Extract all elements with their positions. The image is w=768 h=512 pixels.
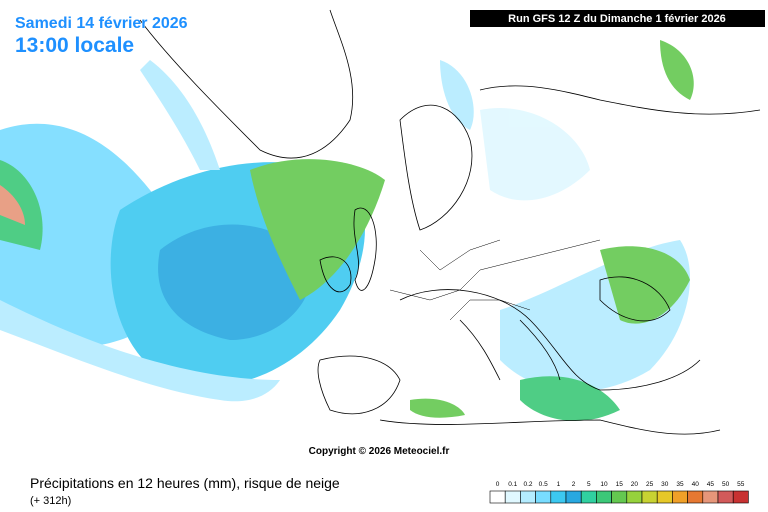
legend-swatch [611, 490, 628, 504]
legend-swatch [504, 490, 521, 504]
legend-swatch [717, 490, 734, 504]
legend-swatch [565, 490, 582, 504]
legend-swatch [641, 490, 658, 504]
legend-swatch [489, 490, 506, 504]
legend-swatch [580, 490, 597, 504]
date: Samedi 14 février 2026 [15, 15, 188, 32]
legend-label: 55 [737, 481, 745, 488]
borders [389, 239, 601, 321]
legend-label: 25 [646, 481, 654, 488]
run-box [470, 10, 765, 27]
legend-label: 20 [631, 481, 639, 488]
legend-label: 0.1 [508, 481, 517, 488]
legend: 0 0.1 0.2 0.5 1 2 5 10 15 20 25 30 35 40 45 50 55 [489, 481, 749, 504]
run-info: Run GFS 12 Z du Dimanche 1 février 2026 [508, 13, 726, 25]
legend-label: 40 [692, 481, 700, 488]
legend-label: 5 [587, 481, 591, 488]
legend-label: 30 [661, 481, 669, 488]
precipitation [0, 40, 694, 421]
coastlines [139, 9, 761, 435]
footer-title: Précipitations en 12 heures (mm), risque… [30, 475, 340, 491]
legend-label: 15 [616, 481, 624, 488]
legend-label: 45 [707, 481, 715, 488]
legend-swatch [626, 490, 643, 504]
copyright: Copyright © 2026 Meteociel.fr [309, 446, 450, 457]
legend-label: 10 [600, 481, 608, 488]
legend-swatch [656, 490, 673, 504]
legend-label: 0 [496, 481, 500, 488]
legend-swatch [687, 490, 704, 504]
legend-label: 1 [557, 481, 561, 488]
legend-label: 0.2 [523, 481, 532, 488]
legend-label: 50 [722, 481, 730, 488]
legend-swatch [550, 490, 567, 504]
legend-label: 35 [676, 481, 684, 488]
legend-swatch [732, 490, 749, 504]
time: 13:00 locale [15, 34, 134, 57]
legend-swatch [596, 490, 612, 504]
legend-swatch [535, 490, 552, 504]
legend-swatch [702, 490, 719, 504]
legend-swatch [520, 490, 536, 504]
footer-lead: (+ 312h) [30, 495, 71, 507]
legend-label: 0.5 [539, 481, 548, 488]
legend-swatch [672, 490, 688, 504]
legend-label: 2 [572, 481, 576, 488]
